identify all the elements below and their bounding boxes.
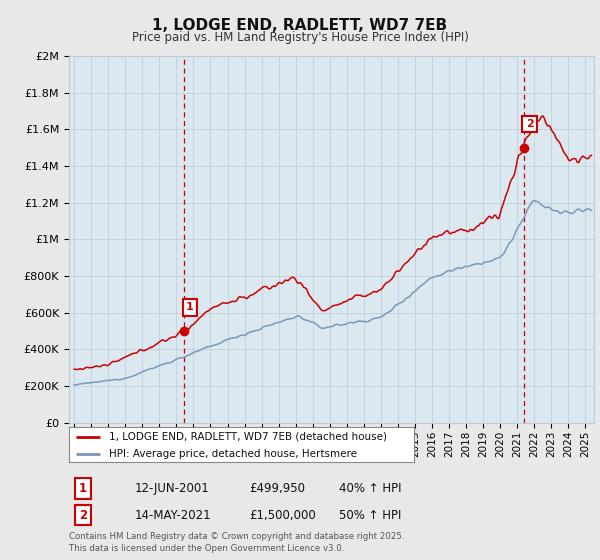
Text: 2: 2: [79, 508, 87, 522]
Text: 50% ↑ HPI: 50% ↑ HPI: [339, 508, 401, 522]
Text: HPI: Average price, detached house, Hertsmere: HPI: Average price, detached house, Hert…: [109, 449, 356, 459]
Text: 1, LODGE END, RADLETT, WD7 7EB (detached house): 1, LODGE END, RADLETT, WD7 7EB (detached…: [109, 432, 386, 442]
Text: Price paid vs. HM Land Registry's House Price Index (HPI): Price paid vs. HM Land Registry's House …: [131, 31, 469, 44]
Text: 2: 2: [526, 119, 533, 129]
Text: £1,500,000: £1,500,000: [249, 508, 316, 522]
Text: 14-MAY-2021: 14-MAY-2021: [135, 508, 212, 522]
Text: £499,950: £499,950: [249, 482, 305, 495]
Text: 1: 1: [79, 482, 87, 495]
Text: 1: 1: [186, 302, 194, 312]
Text: 1, LODGE END, RADLETT, WD7 7EB: 1, LODGE END, RADLETT, WD7 7EB: [152, 18, 448, 33]
Text: 40% ↑ HPI: 40% ↑ HPI: [339, 482, 401, 495]
Text: Contains HM Land Registry data © Crown copyright and database right 2025.
This d: Contains HM Land Registry data © Crown c…: [69, 533, 404, 553]
Text: 12-JUN-2001: 12-JUN-2001: [135, 482, 210, 495]
